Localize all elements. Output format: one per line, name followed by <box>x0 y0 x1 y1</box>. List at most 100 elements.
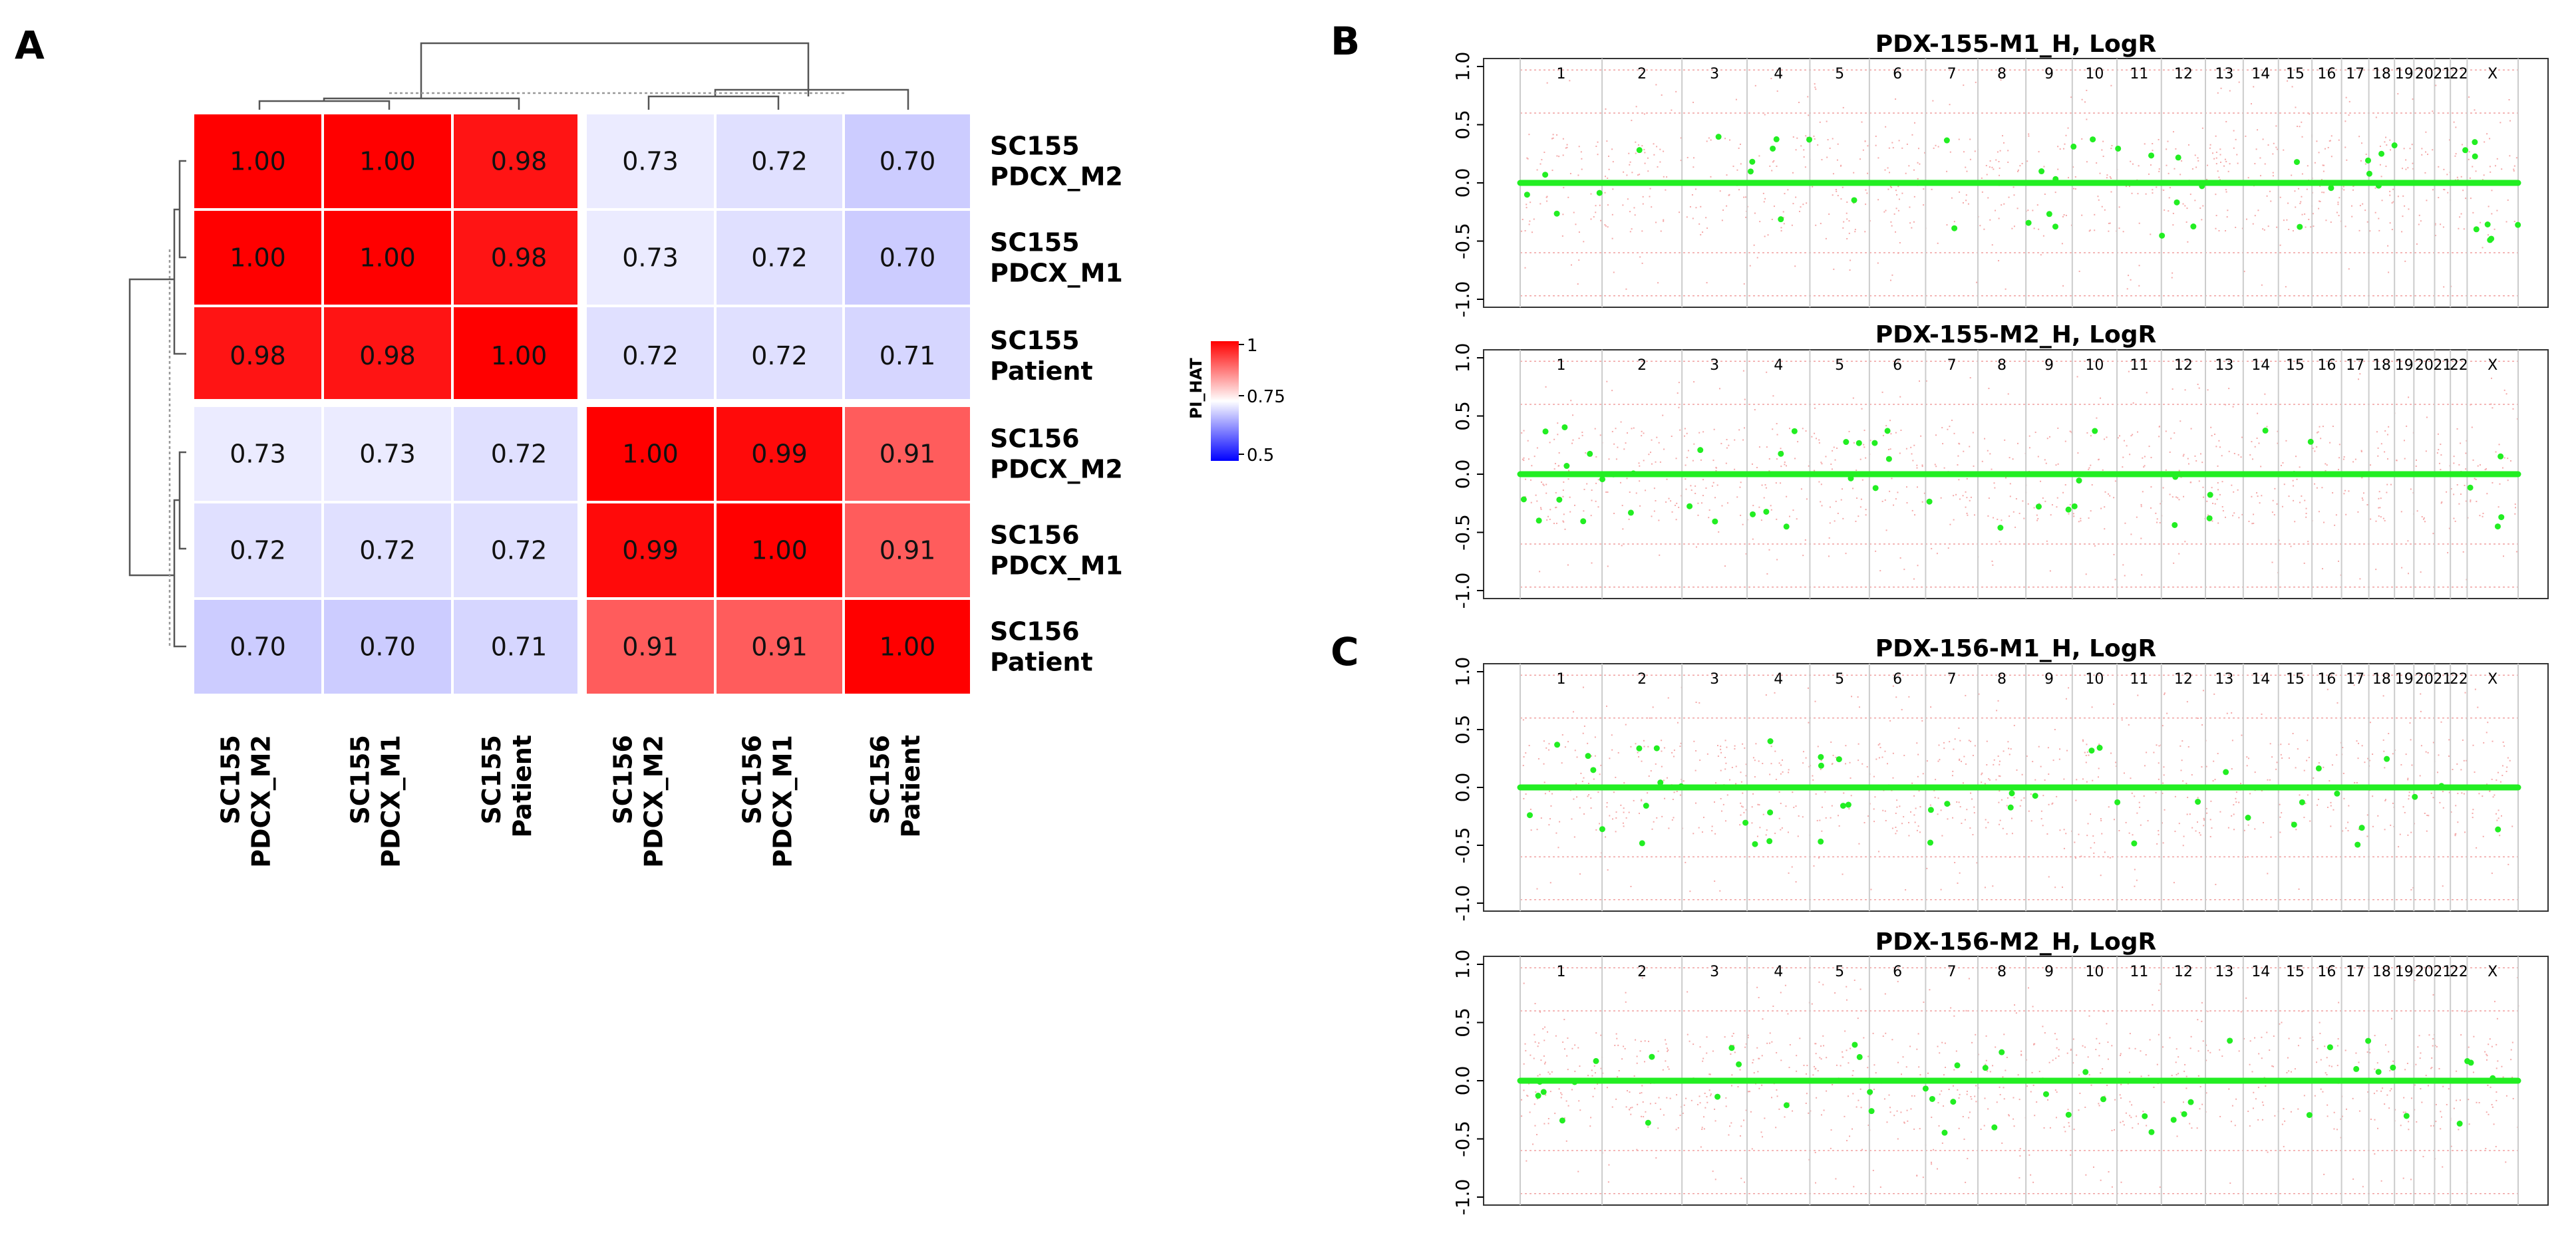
logr-point <box>1818 754 1824 760</box>
probe-point <box>1918 380 1920 382</box>
probe-point <box>1826 120 1828 122</box>
logr-point <box>1872 485 1879 491</box>
probe-point <box>1867 145 1869 147</box>
probe-point <box>2385 166 2387 168</box>
probe-point <box>1594 428 1596 430</box>
probe-point <box>1981 460 1983 462</box>
probe-point <box>2344 225 2346 227</box>
probe-point <box>2450 1145 2452 1147</box>
probe-point <box>1957 455 1959 457</box>
probe-point <box>2386 491 2388 493</box>
probe-point <box>1608 458 1610 460</box>
probe-point <box>2402 1111 2404 1113</box>
probe-point <box>1862 149 1864 151</box>
chromosome-label: 21 <box>2433 66 2452 82</box>
probe-point <box>2253 522 2255 524</box>
probe-point <box>2420 710 2422 712</box>
probe-point <box>2448 739 2450 741</box>
probe-point <box>2306 188 2308 190</box>
probe-point <box>2246 765 2248 767</box>
probe-point <box>2211 487 2213 489</box>
probe-point <box>1553 438 1555 440</box>
probe-point <box>1745 809 1747 811</box>
probe-point <box>1965 194 1967 196</box>
probe-point <box>1612 818 1614 820</box>
logr-point <box>1649 1053 1655 1060</box>
probe-point <box>1683 1104 1685 1106</box>
probe-point <box>2299 126 2301 128</box>
probe-point <box>1591 755 1593 757</box>
probe-point <box>2358 378 2360 380</box>
probe-point <box>1615 776 1617 778</box>
probe-point <box>1563 187 1565 189</box>
probe-point <box>1930 1161 1932 1163</box>
probe-point <box>2448 756 2450 757</box>
probe-point <box>2012 186 2014 188</box>
probe-point <box>1641 800 1643 802</box>
probe-point <box>1984 783 1986 785</box>
probe-point <box>1814 1065 1816 1067</box>
probe-point <box>2156 1063 2158 1065</box>
probe-point <box>1642 1101 1644 1103</box>
probe-point <box>1788 515 1790 517</box>
probe-point <box>2100 819 2102 821</box>
probe-point <box>2231 712 2233 714</box>
probe-point <box>2292 230 2294 232</box>
probe-point <box>2295 206 2297 208</box>
probe-point <box>1877 262 1879 264</box>
probe-point <box>1612 188 1614 190</box>
probe-point <box>1595 205 1597 207</box>
probe-point <box>1599 434 1601 436</box>
probe-point <box>1752 1059 1754 1061</box>
probe-point <box>2231 815 2233 817</box>
probe-point <box>2373 1093 2375 1095</box>
probe-point <box>2079 1093 2081 1095</box>
probe-point <box>1747 1037 1749 1039</box>
probe-point <box>1895 826 1897 828</box>
heatmap-cell <box>587 307 714 404</box>
probe-point <box>1902 1056 1904 1058</box>
probe-point <box>1679 746 1681 748</box>
probe-point <box>2005 288 2007 290</box>
probe-point <box>1820 768 1822 770</box>
probe-point <box>2101 149 2103 151</box>
probe-point <box>2058 1049 2060 1051</box>
probe-point <box>2058 1055 2060 1057</box>
chromosome-label: 15 <box>2286 671 2305 688</box>
probe-point <box>1907 1120 1909 1122</box>
heatmap-column-label-line2: Patient <box>896 735 925 838</box>
probe-point <box>2057 146 2059 148</box>
chromosome-label: 20 <box>2415 66 2434 82</box>
probe-point <box>2484 1051 2486 1053</box>
probe-point <box>1846 999 1848 1001</box>
probe-point <box>2056 795 2058 797</box>
logr-point <box>1728 1045 1735 1051</box>
logr-point <box>1520 496 1527 503</box>
probe-point <box>2207 389 2209 391</box>
probe-point <box>2483 742 2485 744</box>
probe-point <box>2215 227 2217 229</box>
probe-point <box>1958 1097 1960 1099</box>
chromosome-label: 15 <box>2286 66 2305 82</box>
probe-point <box>2338 1002 2340 1004</box>
logr-point <box>2484 221 2491 227</box>
logr-point <box>1627 509 1634 516</box>
probe-point <box>1756 986 1758 988</box>
probe-point <box>1963 84 1965 86</box>
logr-point <box>2354 841 2361 848</box>
probe-point <box>2279 816 2281 818</box>
logr-point <box>2071 503 2078 509</box>
probe-point <box>2377 455 2379 457</box>
heatmap-cell <box>717 211 842 305</box>
probe-point <box>1639 505 1641 507</box>
probe-point <box>2123 1124 2125 1126</box>
probe-point <box>1653 487 1655 489</box>
probe-point <box>2201 766 2203 768</box>
probe-point <box>1606 806 1608 808</box>
probe-point <box>2129 1033 2131 1035</box>
probe-point <box>1708 1073 1710 1075</box>
probe-point <box>2136 812 2138 814</box>
probe-point <box>1969 377 1971 379</box>
probe-point <box>2329 780 2331 782</box>
probe-point <box>1590 807 1592 809</box>
